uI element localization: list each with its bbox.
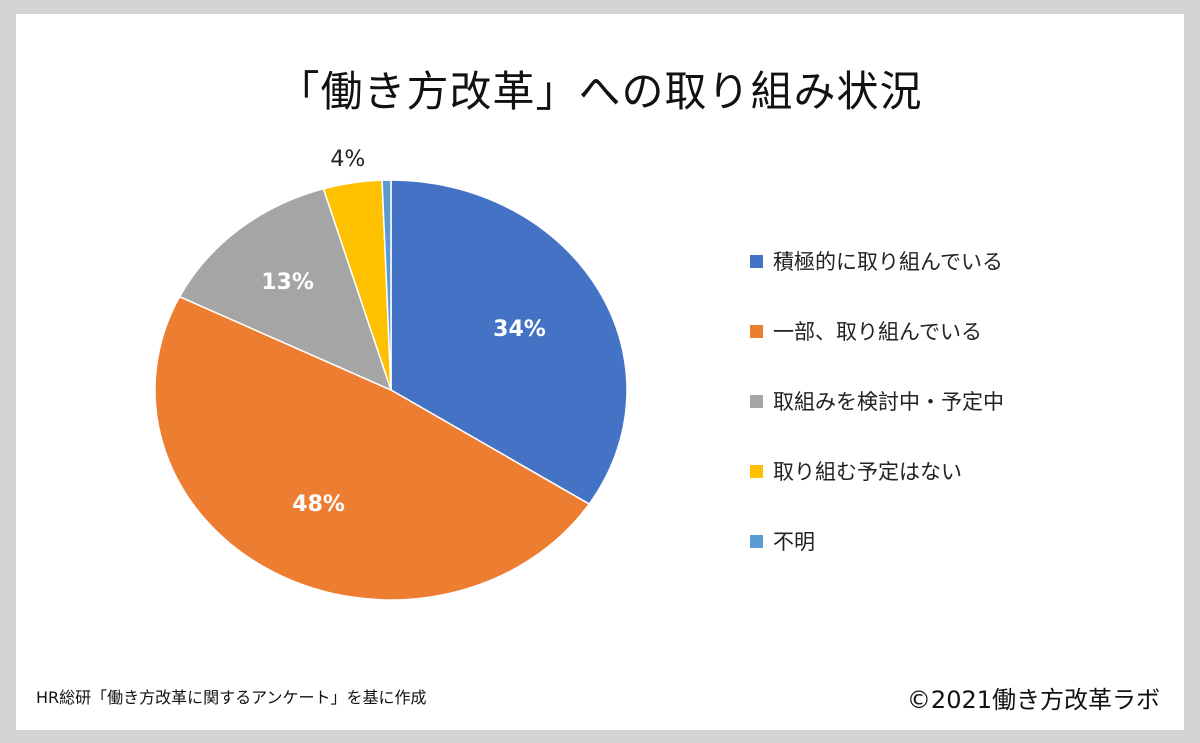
legend-swatch: [750, 464, 763, 478]
pie-slice-4: [381, 179, 392, 391]
data-label-3: 4%: [330, 147, 365, 172]
legend-swatch: [750, 254, 763, 268]
legend-item: 不明: [750, 506, 1004, 576]
legend-label: 取組みを検討中・予定中: [773, 390, 1004, 414]
pie-slice-1: [154, 295, 591, 601]
legend-item: 取り組む予定はない: [750, 436, 1004, 506]
source-note: HR総研「働き方改革に関するアンケート」を基に作成: [36, 688, 427, 707]
legend-item: 取組みを検討中・予定中: [750, 366, 1004, 436]
legend-swatch: [750, 394, 763, 408]
legend-item: 一部、取り組んでいる: [750, 296, 1004, 366]
pie-slice-2: [178, 187, 393, 392]
legend-swatch: [750, 534, 763, 548]
data-label-0: 34%: [493, 317, 546, 342]
legend-label: 一部、取り組んでいる: [773, 320, 982, 344]
legend: 積極的に取り組んでいる 一部、取り組んでいる 取組みを検討中・予定中 取り組む予定はな…: [750, 226, 1004, 576]
data-label-2: 13%: [261, 270, 314, 295]
legend-label: 積極的に取り組んでいる: [773, 250, 1003, 274]
legend-swatch: [750, 324, 763, 338]
copyright: ©2021働き方改革ラボ: [906, 686, 1160, 714]
legend-label: 不明: [773, 530, 815, 554]
legend-item: 積極的に取り組んでいる: [750, 226, 1004, 296]
chart-title: 「働き方改革」への取り組み状況: [277, 67, 923, 116]
legend-label: 取り組む予定はない: [773, 460, 962, 484]
data-label-1: 48%: [292, 492, 345, 517]
pie-slice-0: [390, 179, 628, 506]
